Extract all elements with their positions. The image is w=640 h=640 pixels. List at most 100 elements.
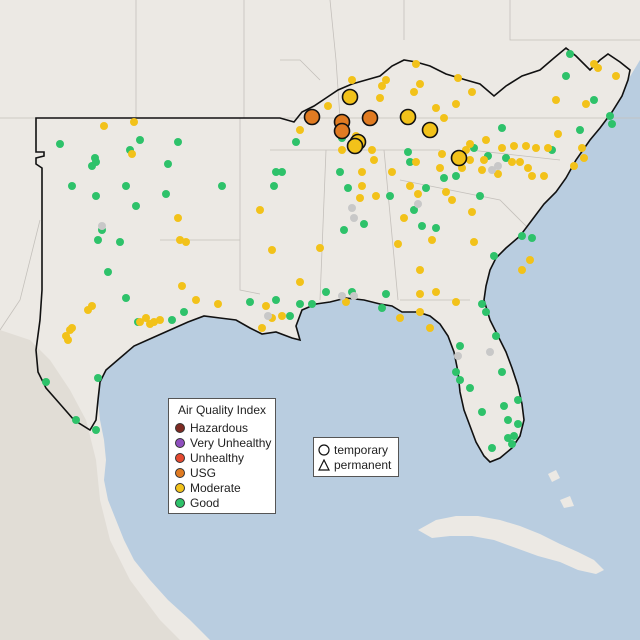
station-marker[interactable] [382,76,390,84]
station-marker[interactable] [348,76,356,84]
station-marker[interactable] [156,316,164,324]
station-marker[interactable] [488,166,496,174]
station-marker[interactable] [92,426,100,434]
station-marker[interactable] [84,306,92,314]
station-marker[interactable] [386,192,394,200]
station-marker[interactable] [350,214,358,222]
station-marker[interactable] [350,292,358,300]
station-marker[interactable] [180,308,188,316]
station-marker[interactable] [514,420,522,428]
station-marker[interactable] [270,182,278,190]
station-marker[interactable] [514,396,522,404]
station-marker[interactable] [452,298,460,306]
temporary-site-marker[interactable] [341,88,359,106]
station-marker[interactable] [608,120,616,128]
station-marker[interactable] [490,252,498,260]
station-marker[interactable] [94,374,102,382]
station-marker[interactable] [268,246,276,254]
station-marker[interactable] [482,308,490,316]
station-marker[interactable] [382,290,390,298]
station-marker[interactable] [498,144,506,152]
temporary-site-marker[interactable] [346,137,364,155]
station-marker[interactable] [532,144,540,152]
station-marker[interactable] [94,236,102,244]
station-marker[interactable] [470,238,478,246]
station-marker[interactable] [122,294,130,302]
station-marker[interactable] [214,300,222,308]
station-marker[interactable] [528,172,536,180]
station-marker[interactable] [378,304,386,312]
station-marker[interactable] [466,140,474,148]
station-marker[interactable] [562,72,570,80]
station-marker[interactable] [264,312,272,320]
station-marker[interactable] [522,142,530,150]
station-marker[interactable] [540,172,548,180]
temporary-site-marker[interactable] [333,122,351,140]
station-marker[interactable] [570,162,578,170]
station-marker[interactable] [360,220,368,228]
station-marker[interactable] [504,416,512,424]
station-marker[interactable] [578,144,586,152]
station-marker[interactable] [416,290,424,298]
station-marker[interactable] [552,96,560,104]
station-marker[interactable] [246,298,254,306]
station-marker[interactable] [414,190,422,198]
station-marker[interactable] [338,292,346,300]
station-marker[interactable] [64,336,72,344]
station-marker[interactable] [594,64,602,72]
station-marker[interactable] [136,136,144,144]
station-marker[interactable] [358,182,366,190]
station-marker[interactable] [440,114,448,122]
station-marker[interactable] [454,74,462,82]
station-marker[interactable] [422,184,430,192]
station-marker[interactable] [358,168,366,176]
station-marker[interactable] [116,238,124,246]
station-marker[interactable] [92,158,100,166]
station-marker[interactable] [482,136,490,144]
station-marker[interactable] [92,192,100,200]
station-marker[interactable] [480,156,488,164]
station-marker[interactable] [510,142,518,150]
station-marker[interactable] [488,444,496,452]
station-marker[interactable] [432,104,440,112]
station-marker[interactable] [544,144,552,152]
station-marker[interactable] [370,156,378,164]
station-marker[interactable] [396,314,404,322]
station-marker[interactable] [438,150,446,158]
station-marker[interactable] [68,182,76,190]
station-marker[interactable] [344,184,352,192]
station-marker[interactable] [378,82,386,90]
station-marker[interactable] [104,268,112,276]
station-marker[interactable] [174,138,182,146]
station-marker[interactable] [174,214,182,222]
temporary-site-marker[interactable] [303,108,321,126]
station-marker[interactable] [368,146,376,154]
station-marker[interactable] [132,202,140,210]
station-marker[interactable] [518,232,526,240]
station-marker[interactable] [162,190,170,198]
station-marker[interactable] [508,440,516,448]
station-marker[interactable] [372,192,380,200]
station-marker[interactable] [468,88,476,96]
station-marker[interactable] [388,168,396,176]
station-marker[interactable] [376,94,384,102]
station-marker[interactable] [296,126,304,134]
station-marker[interactable] [192,296,200,304]
station-marker[interactable] [426,324,434,332]
station-marker[interactable] [356,194,364,202]
station-marker[interactable] [218,182,226,190]
station-marker[interactable] [348,204,356,212]
station-marker[interactable] [272,296,280,304]
station-marker[interactable] [164,160,172,168]
station-marker[interactable] [500,402,508,410]
station-marker[interactable] [406,158,414,166]
station-marker[interactable] [504,434,512,442]
station-marker[interactable] [412,60,420,68]
station-marker[interactable] [416,308,424,316]
station-marker[interactable] [468,208,476,216]
station-marker[interactable] [452,368,460,376]
station-marker[interactable] [400,214,408,222]
station-marker[interactable] [404,148,412,156]
station-marker[interactable] [452,100,460,108]
station-marker[interactable] [436,164,444,172]
